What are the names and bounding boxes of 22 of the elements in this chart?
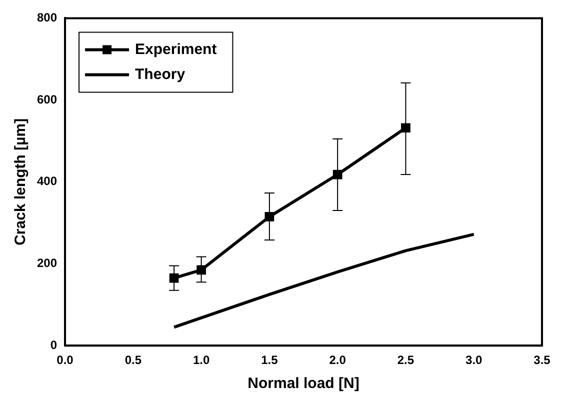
legend-label: Theory	[135, 66, 186, 83]
point	[196, 265, 206, 275]
x-tick-label: 2.0	[329, 353, 346, 368]
point	[264, 212, 274, 222]
y-tick-label: 0	[50, 338, 58, 352]
y-tick-label: 600	[36, 92, 58, 106]
y-tick-label: 200	[36, 256, 58, 270]
x-axis-title: Normal load [N]	[248, 375, 360, 392]
x-tick-label: 0.5	[124, 353, 142, 368]
x-tick-label: 1.5	[261, 353, 278, 368]
point	[401, 123, 410, 133]
x-tick-label: 3.0	[466, 353, 483, 368]
x-tick-label: 3.5	[534, 353, 551, 368]
point	[169, 273, 179, 283]
x-tick-label: 1.0	[192, 353, 210, 368]
y-axis-title: Crack length [µm]	[12, 118, 30, 246]
x-tick-label: 2.5	[397, 353, 414, 368]
y-tick-label: 800	[36, 10, 58, 25]
x-tick-label: 0.0	[56, 353, 74, 368]
legend-label: Experiment	[135, 40, 217, 58]
y-tick-label: 400	[36, 174, 58, 188]
point	[332, 170, 342, 180]
